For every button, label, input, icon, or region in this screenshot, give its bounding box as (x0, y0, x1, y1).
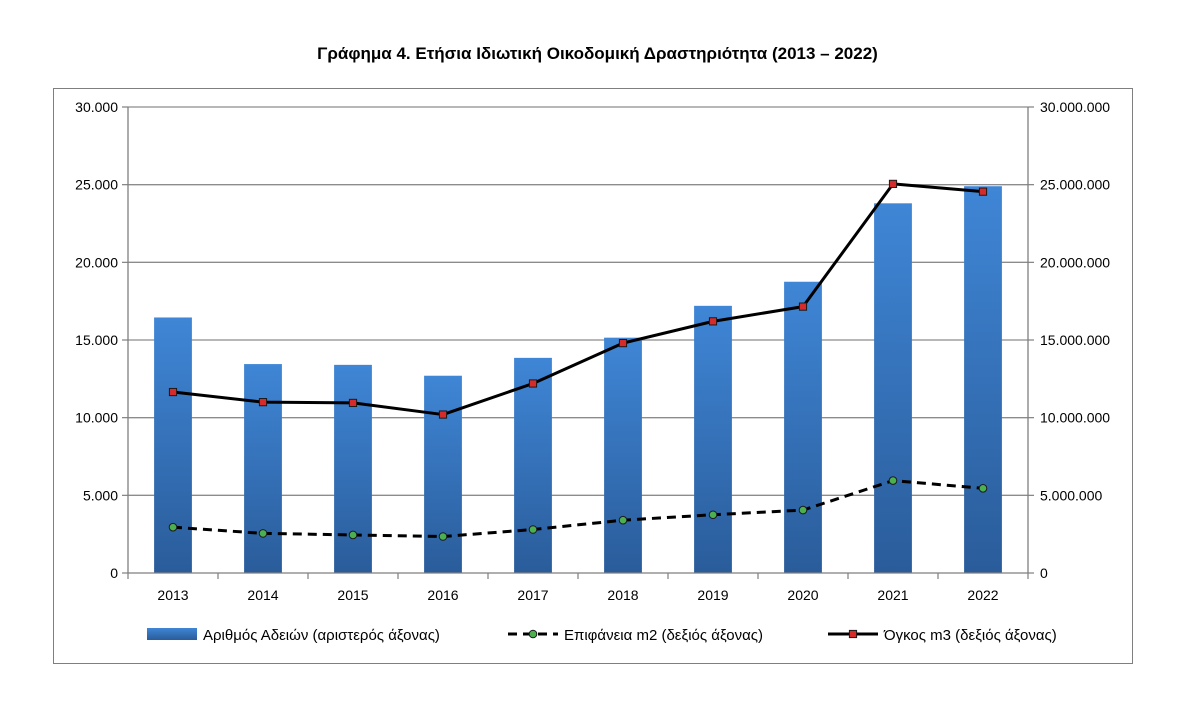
bar-2013 (154, 317, 192, 573)
bar-2022 (964, 186, 1002, 573)
x-axis-label-2019: 2019 (697, 587, 728, 603)
legend-label-volume: Όγκος m3 (δεξιός άξονας) (883, 627, 1057, 644)
bar-2015 (334, 364, 372, 573)
legend-marker-volume (848, 629, 858, 639)
volume-point-2021 (888, 179, 898, 188)
right-axis-tick-label: 15.000.000 (1040, 332, 1110, 348)
left-axis-tick-label: 10.000 (75, 410, 118, 426)
legend-label-area: Επιφάνεια m2 (δεξιός άξονας) (564, 627, 763, 644)
volume-point-2020 (798, 302, 808, 311)
area-point-2017 (528, 525, 538, 534)
x-axis-label-2017: 2017 (517, 587, 548, 603)
volume-point-2017 (528, 379, 538, 388)
area-point-2013 (168, 522, 178, 532)
bar-2016 (424, 375, 462, 573)
left-axis-tick-label: 30.000 (75, 99, 118, 115)
x-axis-label-2018: 2018 (607, 587, 638, 603)
right-axis-tick-label: 30.000.000 (1040, 99, 1110, 115)
x-axis-label-2015: 2015 (337, 587, 368, 603)
x-axis-label-2016: 2016 (427, 587, 458, 603)
bar-2021 (874, 203, 912, 573)
series-line-area (172, 479, 984, 538)
legend-swatch-permits (147, 628, 197, 640)
left-axis-tick-label: 15.000 (75, 332, 118, 348)
right-axis-tick-label: 10.000.000 (1040, 410, 1110, 426)
volume-point-2013 (168, 387, 178, 397)
right-axis-tick-label: 0 (1040, 565, 1048, 581)
legend-marker-area (528, 629, 538, 639)
area-point-2018 (618, 515, 628, 525)
x-axis-label-2021: 2021 (877, 587, 908, 603)
chart-frame (53, 88, 1133, 664)
area-point-2022 (978, 484, 988, 493)
volume-point-2014 (258, 398, 268, 407)
area-point-2014 (258, 529, 268, 538)
volume-point-2022 (978, 187, 988, 196)
bar-2014 (244, 364, 282, 573)
area-point-2019 (708, 510, 718, 520)
chart-title: Γράφημα 4. Ετήσια Ιδιωτική Οικοδομική Δρ… (317, 44, 878, 63)
right-axis-tick-label: 5.000.000 (1040, 487, 1102, 503)
volume-point-2015 (348, 398, 358, 408)
area-point-2020 (798, 505, 808, 515)
right-axis-tick-label: 25.000.000 (1040, 177, 1110, 193)
legend-label-permits: Αριθμός Αδειών (αριστερός άξονας) (203, 627, 440, 644)
area-point-2015 (348, 530, 358, 540)
area-point-2016 (438, 532, 448, 541)
bar-2019 (694, 305, 732, 573)
volume-point-2019 (708, 317, 718, 326)
left-axis-tick-label: 5.000 (83, 487, 118, 503)
left-axis-tick-label: 0 (110, 565, 118, 581)
volume-point-2016 (438, 410, 448, 419)
left-axis-tick-label: 20.000 (75, 254, 118, 270)
x-axis-label-2014: 2014 (247, 587, 278, 603)
x-axis-label-2022: 2022 (967, 587, 998, 603)
x-axis-label-2020: 2020 (787, 587, 818, 603)
area-point-2021 (888, 476, 898, 485)
bar-2020 (784, 281, 822, 573)
volume-point-2018 (618, 339, 628, 348)
right-axis-tick-label: 20.000.000 (1040, 254, 1110, 270)
x-axis-label-2013: 2013 (157, 587, 188, 603)
bar-2017 (514, 357, 552, 573)
left-axis-tick-label: 25.000 (75, 177, 118, 193)
bar-2018 (604, 337, 642, 573)
series-line-volume (172, 182, 984, 417)
